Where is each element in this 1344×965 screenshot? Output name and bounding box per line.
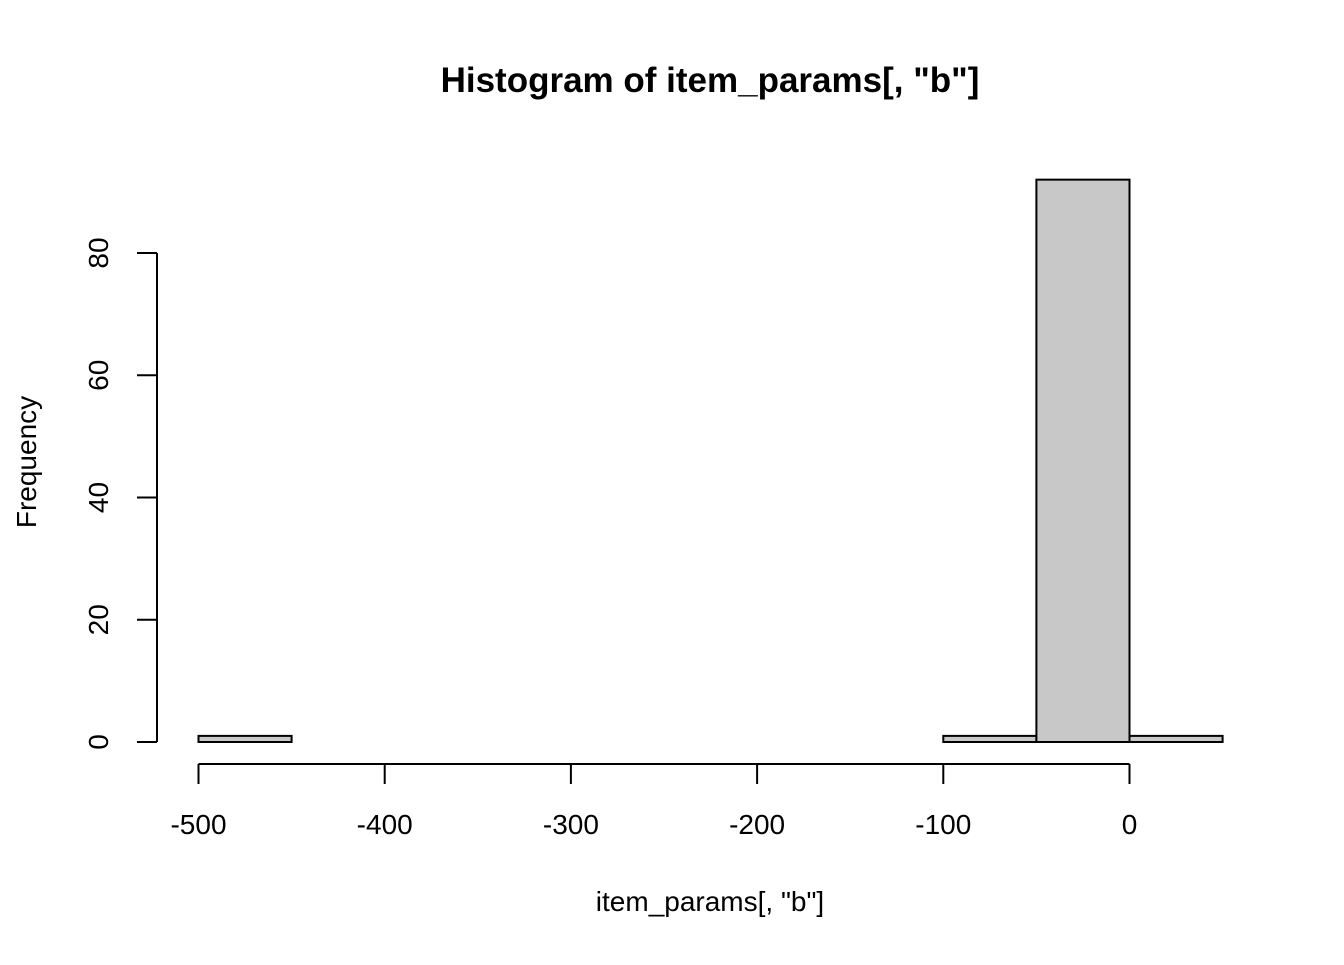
histogram-bar [1035, 178, 1131, 743]
chart-title: Histogram of item_params[, "b"] [441, 61, 980, 100]
x-tick-label: -400 [357, 809, 413, 840]
y-axis: 0 20 40 60 80 [83, 237, 158, 750]
y-tick-label: 80 [83, 237, 114, 268]
histogram-bar [942, 734, 1038, 744]
x-tick-label: -300 [543, 809, 599, 840]
y-axis-label: Frequency [11, 396, 42, 528]
x-tick-label: -200 [729, 809, 785, 840]
x-tick-label: -100 [915, 809, 971, 840]
x-axis-label: item_params[, "b"] [596, 886, 824, 917]
y-tick-label: 60 [83, 360, 114, 391]
histogram-bar [197, 734, 293, 744]
y-tick-label: 40 [83, 482, 114, 513]
bars-group [197, 178, 1224, 744]
y-tick-label: 20 [83, 604, 114, 635]
y-tick-label: 0 [83, 734, 114, 750]
histogram-bar [1128, 734, 1224, 744]
x-tick-label: -500 [170, 809, 226, 840]
x-axis: -500 -400 -300 -200 -100 0 [170, 763, 1138, 840]
x-tick-label: 0 [1122, 809, 1138, 840]
